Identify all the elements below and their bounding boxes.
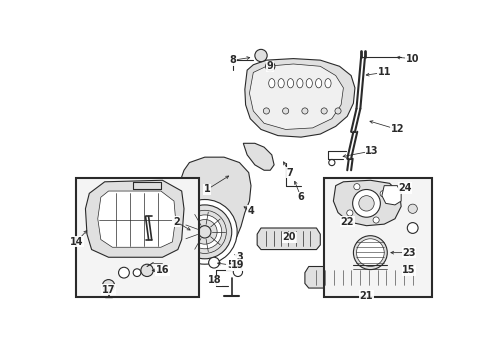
Text: 24: 24 [397,183,411,193]
Polygon shape [257,228,320,249]
Circle shape [192,220,217,244]
Circle shape [353,184,359,190]
Text: 12: 12 [390,125,403,134]
Text: 16: 16 [155,265,169,275]
Circle shape [263,108,269,114]
Text: 13: 13 [365,146,378,156]
Circle shape [178,205,231,259]
Text: 4: 4 [247,206,254,216]
Circle shape [407,222,417,233]
Ellipse shape [268,78,274,88]
Text: 9: 9 [266,61,273,71]
Text: 17: 17 [102,285,115,294]
Text: 19: 19 [231,260,244,270]
Circle shape [102,280,115,292]
Text: 6: 6 [297,192,304,202]
Bar [76,178,199,297]
Circle shape [172,199,237,264]
Circle shape [353,236,386,270]
Circle shape [183,210,226,253]
Circle shape [233,267,242,276]
Ellipse shape [305,78,312,88]
Circle shape [321,108,326,114]
Polygon shape [305,266,420,288]
Circle shape [301,108,307,114]
Circle shape [346,210,352,216]
Ellipse shape [296,78,303,88]
Circle shape [379,191,386,197]
Ellipse shape [278,78,284,88]
Bar [324,178,431,297]
Text: 22: 22 [340,217,353,227]
Circle shape [254,49,266,62]
Text: 1: 1 [203,184,210,194]
Ellipse shape [324,78,330,88]
Polygon shape [243,143,274,170]
Circle shape [141,264,153,276]
Polygon shape [244,59,354,137]
Circle shape [334,108,341,114]
Text: 20: 20 [282,232,296,242]
Circle shape [356,239,384,266]
Circle shape [358,196,373,211]
Text: 18: 18 [207,275,221,285]
Circle shape [118,267,129,278]
Circle shape [352,189,380,217]
Polygon shape [381,186,400,205]
Text: 8: 8 [229,55,236,65]
Ellipse shape [287,78,293,88]
Ellipse shape [315,78,321,88]
Polygon shape [333,180,400,226]
Circle shape [282,108,288,114]
Circle shape [208,257,219,268]
Text: 10: 10 [405,54,419,64]
Text: 14: 14 [69,237,83,247]
Circle shape [372,217,378,223]
Text: 23: 23 [401,248,415,258]
Polygon shape [249,64,343,130]
Text: 3: 3 [236,252,243,262]
Circle shape [407,204,416,213]
Circle shape [187,215,221,249]
Circle shape [265,62,274,71]
Circle shape [328,159,334,166]
Polygon shape [178,157,250,261]
Text: 15: 15 [401,265,415,275]
Polygon shape [98,191,175,247]
Text: 21: 21 [359,291,372,301]
Text: 2: 2 [173,217,179,227]
Polygon shape [85,180,183,257]
Circle shape [198,226,210,238]
Text: 7: 7 [285,167,292,177]
Circle shape [133,269,141,276]
Text: 5: 5 [226,260,233,270]
Text: 11: 11 [377,67,390,77]
